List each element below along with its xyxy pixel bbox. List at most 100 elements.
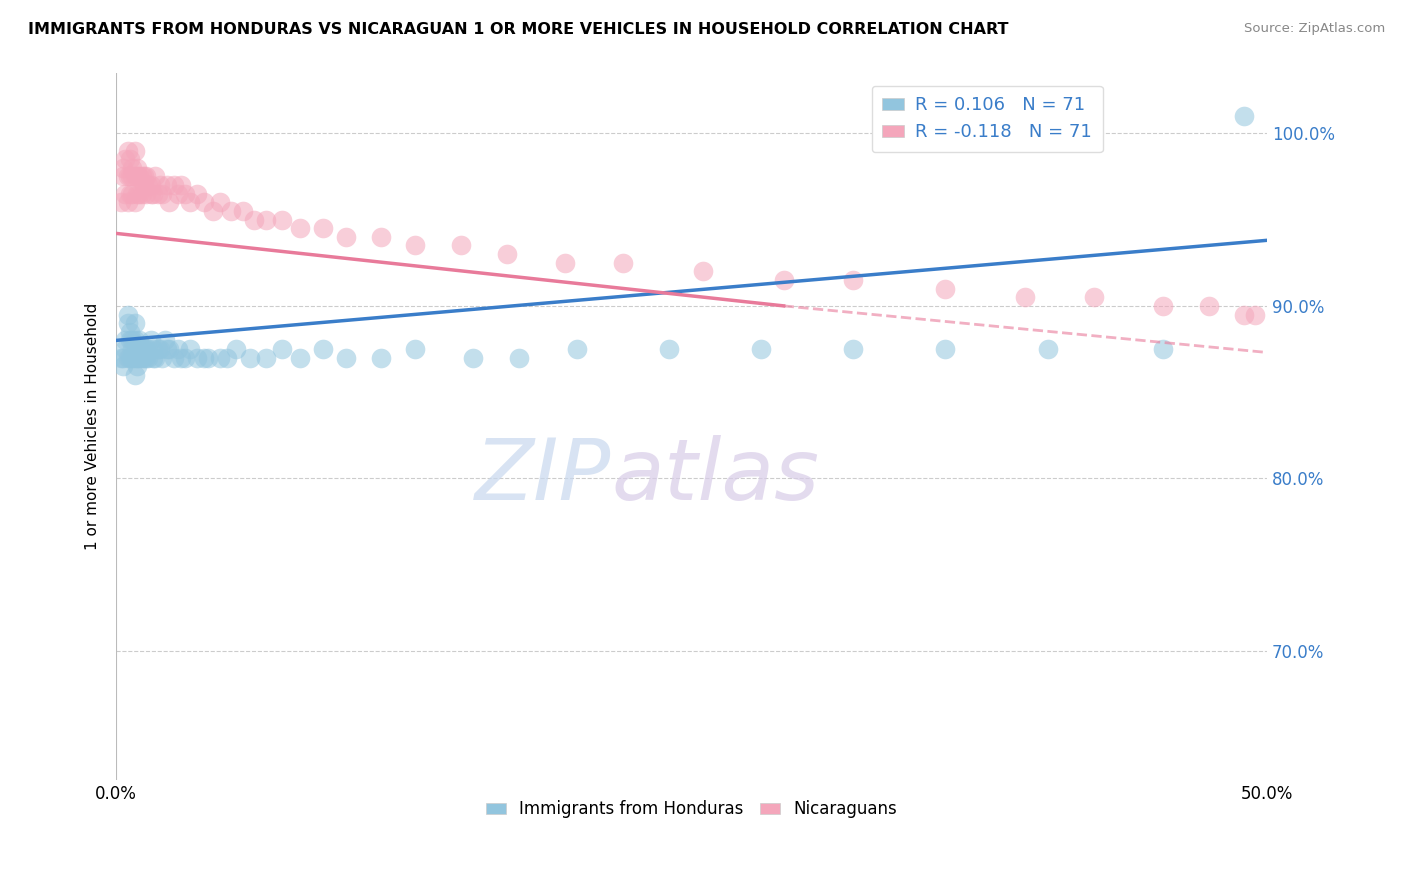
Point [1233, 109, 1256, 123]
Point [312, 342, 335, 356]
Point [658, 342, 681, 356]
Point [174, 351, 197, 365]
Point [163, 178, 186, 193]
Point [934, 342, 956, 356]
Point [335, 230, 357, 244]
Point [146, 186, 169, 201]
Point [193, 195, 215, 210]
Point [201, 204, 224, 219]
Point [128, 334, 150, 348]
Point [335, 351, 357, 365]
Point [290, 221, 312, 235]
Point [124, 351, 146, 365]
Point [120, 351, 142, 365]
Point [121, 334, 143, 348]
Point [131, 186, 153, 201]
Point [612, 256, 634, 270]
Point [117, 144, 139, 158]
Point [131, 342, 153, 356]
Point [112, 169, 135, 184]
Point [117, 195, 139, 210]
Point [120, 153, 142, 167]
Point [186, 186, 208, 201]
Point [221, 204, 243, 219]
Point [554, 256, 576, 270]
Point [208, 195, 231, 210]
Text: Source: ZipAtlas.com: Source: ZipAtlas.com [1244, 22, 1385, 36]
Point [124, 144, 146, 158]
Point [142, 351, 165, 365]
Point [290, 351, 312, 365]
Point [934, 282, 956, 296]
Point [232, 204, 254, 219]
Point [1244, 308, 1267, 322]
Point [121, 169, 143, 184]
Point [121, 351, 143, 365]
Point [174, 186, 197, 201]
Point [370, 230, 392, 244]
Point [138, 351, 160, 365]
Point [120, 186, 142, 201]
Point [450, 238, 472, 252]
Point [312, 221, 335, 235]
Point [117, 308, 139, 322]
Point [149, 178, 172, 193]
Point [121, 342, 143, 356]
Point [124, 169, 146, 184]
Point [156, 178, 179, 193]
Point [114, 153, 136, 167]
Point [135, 351, 157, 365]
Point [179, 342, 201, 356]
Point [404, 238, 426, 252]
Point [841, 342, 863, 356]
Point [167, 186, 190, 201]
Point [131, 169, 153, 184]
Point [370, 351, 392, 365]
Point [150, 186, 173, 201]
Point [841, 273, 863, 287]
Point [124, 368, 146, 382]
Point [271, 342, 294, 356]
Point [1198, 299, 1220, 313]
Point [1233, 308, 1256, 322]
Point [114, 334, 136, 348]
Point [139, 334, 162, 348]
Point [157, 342, 180, 356]
Point [156, 342, 179, 356]
Point [208, 351, 231, 365]
Text: ZIP: ZIP [475, 434, 612, 517]
Point [132, 342, 155, 356]
Point [243, 212, 266, 227]
Point [121, 186, 143, 201]
Text: atlas: atlas [612, 434, 820, 517]
Point [1152, 342, 1174, 356]
Point [215, 351, 238, 365]
Point [142, 186, 165, 201]
Point [125, 169, 148, 184]
Point [149, 342, 172, 356]
Point [135, 186, 157, 201]
Point [124, 316, 146, 330]
Point [142, 342, 165, 356]
Point [132, 351, 155, 365]
Point [179, 195, 201, 210]
Point [565, 342, 588, 356]
Point [1152, 299, 1174, 313]
Point [128, 351, 150, 365]
Point [138, 178, 160, 193]
Point [110, 351, 132, 365]
Point [112, 351, 135, 365]
Point [125, 186, 148, 201]
Point [128, 169, 150, 184]
Point [254, 212, 277, 227]
Point [225, 342, 247, 356]
Point [114, 186, 136, 201]
Point [150, 351, 173, 365]
Point [1014, 290, 1036, 304]
Point [117, 316, 139, 330]
Legend: Immigrants from Honduras, Nicaraguans: Immigrants from Honduras, Nicaraguans [479, 794, 904, 825]
Point [146, 342, 169, 356]
Point [124, 195, 146, 210]
Point [128, 186, 150, 201]
Point [197, 351, 219, 365]
